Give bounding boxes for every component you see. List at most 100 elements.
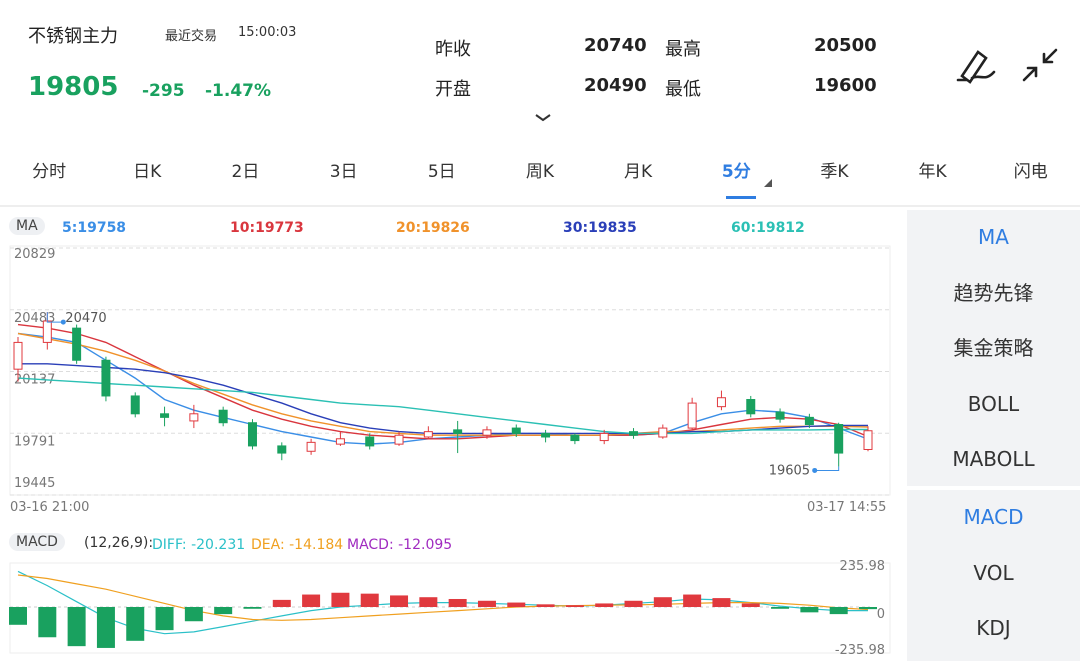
candle-body [189, 413, 199, 422]
ma-line [17, 332, 869, 436]
candle-body [482, 429, 492, 436]
menu-item[interactable]: MACD [963, 505, 1024, 529]
quote-value: 20740 [584, 35, 647, 56]
last-trade-time: 15:00:03 [238, 25, 297, 40]
candle-body [629, 431, 639, 436]
menu-item[interactable]: 集金策略 [953, 336, 1034, 360]
macd-bar [390, 595, 409, 607]
candle-body [687, 402, 697, 429]
candle-body [130, 395, 140, 415]
quote-value: 20500 [814, 35, 877, 56]
legend-entry: 5:19758 [62, 220, 126, 236]
annotation-leader [814, 466, 840, 471]
contract-name: 不锈钢主力 [28, 26, 118, 47]
y-tick-label: 20137 [14, 373, 55, 388]
indicator-pill[interactable]: MA [9, 217, 45, 235]
ma-line [18, 363, 868, 435]
macd-bar [243, 607, 262, 609]
macd-bar [712, 598, 731, 607]
macd-bar [653, 597, 672, 607]
y-tick-label: 19791 [14, 434, 55, 449]
candle-body [306, 441, 316, 452]
annotation-label: 20470 [65, 311, 106, 326]
macd-bar [272, 599, 291, 607]
candle-body [277, 445, 287, 454]
macd-bar [38, 607, 57, 638]
y-tick-label: -235.98 [835, 643, 885, 658]
macd-bar [829, 607, 848, 615]
tab[interactable]: 日K [133, 162, 162, 182]
candle-body [658, 427, 668, 438]
candle-body [72, 327, 82, 361]
ma-line [17, 377, 868, 435]
candle-body [511, 427, 521, 434]
macd-bar [624, 600, 643, 607]
candle-body [394, 434, 404, 445]
menu-item[interactable]: MA [978, 225, 1009, 249]
tab[interactable]: 5日 [427, 162, 456, 182]
candle-body [834, 424, 844, 454]
menu-item[interactable]: BOLL [967, 391, 1020, 416]
menu-item[interactable]: MABOLL [952, 447, 1035, 471]
tab[interactable]: 月K [624, 162, 653, 182]
annotation-leader [46, 312, 64, 323]
menu-item[interactable]: VOL [973, 560, 1014, 585]
tab[interactable]: 3日 [329, 162, 358, 182]
tab[interactable]: 年K [918, 162, 947, 182]
macd-bar [565, 605, 584, 607]
price-frame [9, 245, 891, 496]
macd-bar [360, 593, 379, 607]
candle-body [247, 422, 257, 447]
menu-item[interactable]: KDJ [976, 616, 1011, 640]
tab[interactable]: 分时 [32, 162, 67, 182]
candle-body [101, 359, 111, 397]
legend-entry: 60:19812 [731, 220, 805, 236]
macd-bar [595, 603, 614, 607]
tab[interactable]: 季K [820, 162, 849, 182]
legend-entry: 10:19773 [230, 220, 304, 236]
last-price: 19805 [28, 72, 119, 102]
quote-label: 开盘 [435, 79, 471, 100]
y-tick-label: 19445 [14, 476, 55, 491]
tab[interactable]: 5分 [721, 162, 751, 182]
indicator-pill[interactable]: MACD [9, 533, 65, 551]
last-trade-label: 最近交易 [165, 29, 218, 44]
edit-icon[interactable] [956, 50, 996, 84]
period-tabs: 分时 日K 2日 3日 5日 周K 月K 5分 季K 年K 闪电 [0, 155, 1080, 191]
tab[interactable]: 2日 [231, 162, 260, 182]
x-end-label: 03-17 14:55 [807, 500, 887, 515]
expand-chevron[interactable] [535, 114, 551, 122]
legend-entry: DEA: -14.184 [251, 537, 343, 553]
macd-bar [507, 602, 526, 607]
tab[interactable]: 闪电 [1013, 162, 1048, 182]
macd-bar [448, 598, 467, 607]
shrink-icon[interactable] [1022, 48, 1058, 82]
x-start-label: 03-16 21:00 [10, 500, 90, 515]
tab[interactable]: 周K [525, 162, 555, 182]
candle-body [599, 432, 609, 442]
candle-body [218, 409, 228, 424]
macd-bar [477, 600, 496, 607]
menu-item[interactable]: 趋势先锋 [953, 280, 1034, 305]
quote-value: 19600 [814, 75, 877, 96]
macd-bar [9, 607, 27, 625]
macd-bar [419, 597, 438, 607]
y-tick-label: 20829 [14, 247, 55, 262]
annotation-dot [60, 319, 66, 325]
y-tick-label: 235.98 [840, 559, 886, 574]
macd-bar [536, 604, 555, 607]
macd-bar [771, 607, 790, 609]
macd-bar [331, 592, 350, 607]
candle-body [863, 430, 873, 450]
candle-body [716, 397, 726, 408]
sub-indicator-menu: MACD VOL KDJ [907, 490, 1080, 661]
tab-dropdown[interactable] [764, 179, 772, 187]
macd-line [17, 574, 869, 621]
candle-body [804, 416, 814, 426]
y-tick-label: 0 [877, 607, 885, 622]
quote-label: 最高 [665, 39, 701, 60]
ma-line [17, 332, 869, 445]
annotation-dot [812, 467, 818, 473]
